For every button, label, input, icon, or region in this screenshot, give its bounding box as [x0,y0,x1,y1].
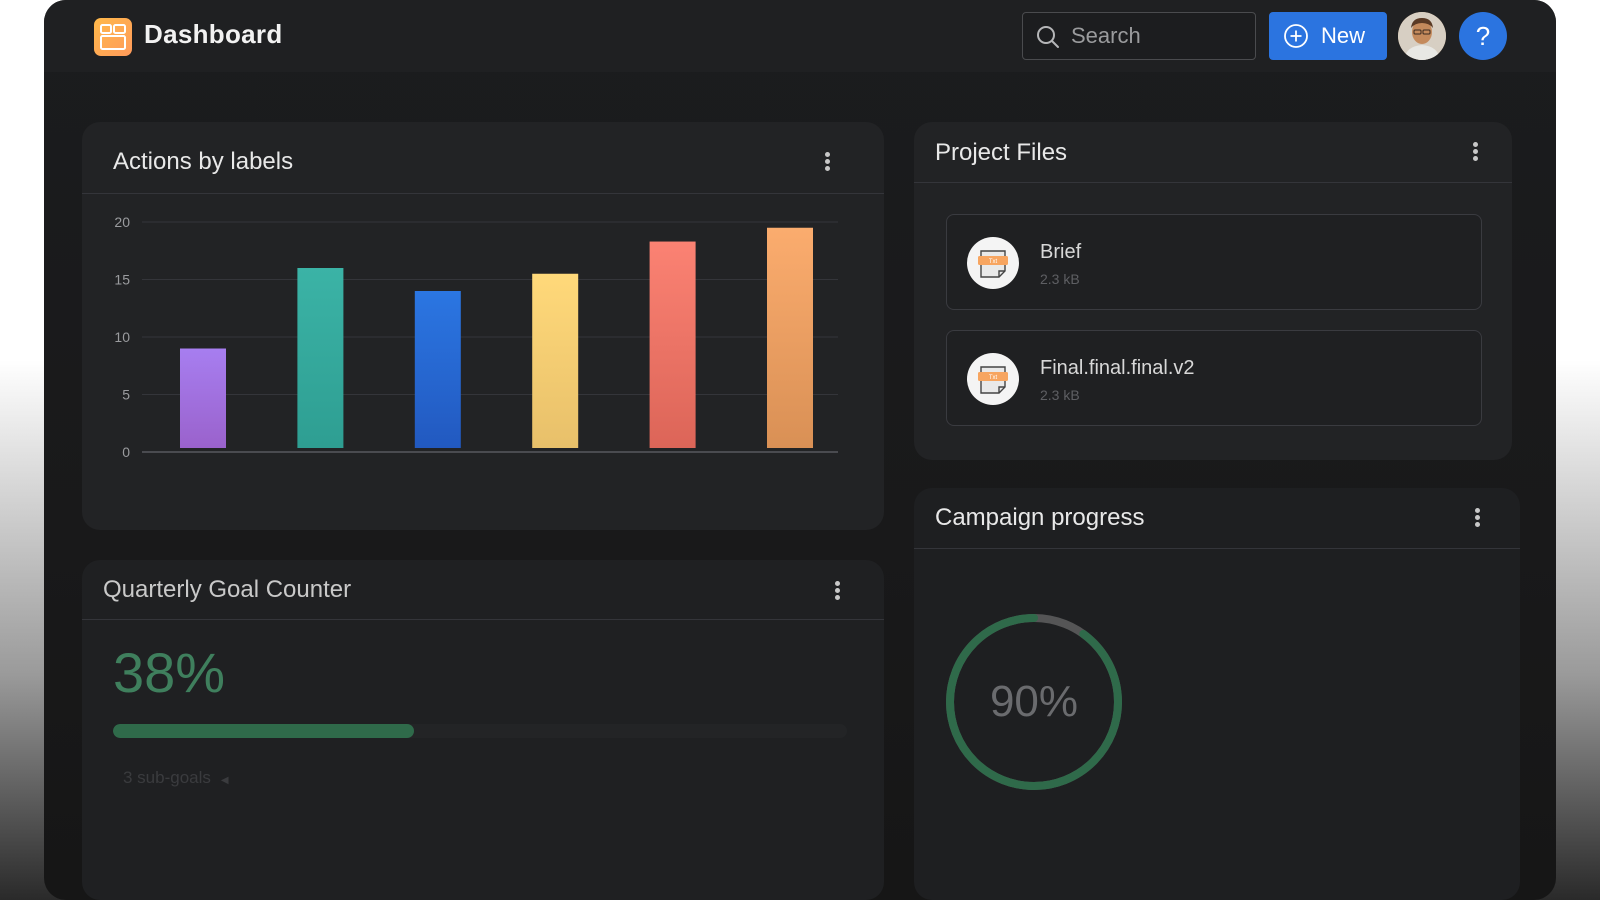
plus-circle-icon [1284,24,1308,48]
chart-bar[interactable] [297,268,344,448]
new-button[interactable]: New [1269,12,1387,60]
card-title: Project Files [935,139,1068,166]
file-size: 2.3 kB [1040,387,1080,403]
file-size: 2.3 kB [1040,271,1080,287]
chart-bar[interactable] [180,348,226,449]
chart-bar[interactable] [414,291,461,448]
y-tick-label: 10 [114,329,130,345]
user-avatar[interactable] [1398,12,1446,60]
file-item[interactable]: Txt Final.final.final.v2 2.3 kB [946,330,1482,426]
card-header [82,560,884,620]
y-tick-label: 20 [114,214,130,230]
subgoals-toggle[interactable]: 3 sub-goals ◀ [123,768,229,788]
campaign-progress-card: Campaign progress 90% [914,488,1520,900]
chart-bar[interactable] [767,227,813,448]
card-title: Campaign progress [935,504,1145,531]
file-item[interactable]: Txt Brief 2.3 kB [946,214,1482,310]
search-icon [1037,26,1059,48]
card-header [914,488,1520,549]
card-header [914,122,1512,183]
goal-percentage: 38% [113,641,226,704]
help-button[interactable]: ? [1459,12,1507,60]
file-type-label: Txt [989,375,998,381]
bar-chart: 0 5 10 15 20 [114,214,838,460]
chart-bar[interactable] [649,241,696,448]
goal-progress-fill [113,724,414,738]
more-options-icon[interactable] [832,579,842,603]
project-files-card: Project Files Txt Brief 2.3 kB T [914,122,1512,460]
file-name: Brief [1040,241,1082,263]
y-tick-label: 5 [122,387,130,403]
y-tick-label: 15 [114,272,130,288]
quarterly-goal-card: Quarterly Goal Counter 38% 3 sub-goals ◀ [82,560,884,900]
app-title: Dashboard [144,19,283,49]
text-file-icon: Txt [967,353,1019,405]
card-title: Actions by labels [113,148,294,175]
text-file-icon: Txt [967,237,1019,289]
campaign-percentage: 90% [989,677,1079,726]
card-title: Quarterly Goal Counter [103,576,352,603]
file-type-label: Txt [989,259,998,265]
more-options-icon[interactable] [822,150,832,174]
more-options-icon[interactable] [1470,140,1480,164]
caret-left-icon: ◀ [220,775,229,786]
search-input[interactable] [1071,13,1247,59]
app-logo-icon [94,18,132,56]
chart-bar[interactable] [532,273,579,448]
more-options-icon[interactable] [1472,506,1482,530]
top-bar: Dashboard New [44,0,1556,72]
actions-chart-card: Actions by labels 0 5 10 15 20 [82,122,884,530]
file-name: Final.final.final.v2 [1040,357,1195,379]
card-header [82,122,884,194]
dashboard-window: Dashboard New [44,0,1556,900]
new-button-label: New [1321,23,1366,48]
goal-progress-bar [113,724,847,738]
search-box[interactable] [1022,12,1256,60]
subgoals-label: 3 sub-goals [123,768,211,787]
progress-ring [946,614,1122,790]
y-tick-label: 0 [122,444,130,460]
progress-ring-fill [946,614,1122,790]
